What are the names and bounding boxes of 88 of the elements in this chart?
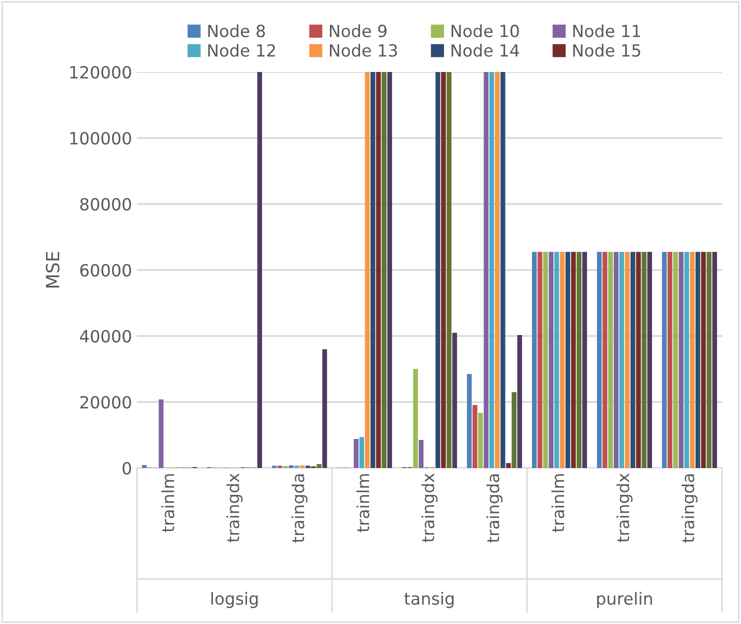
- text: tansig: [404, 592, 454, 608]
- bar: [158, 399, 164, 468]
- bar: [566, 252, 570, 468]
- bar: [387, 72, 392, 468]
- bar: [288, 465, 294, 468]
- bar: [690, 252, 695, 468]
- legend-label: Node 11: [573, 24, 640, 38]
- bar: [548, 252, 554, 468]
- bar: [512, 392, 516, 468]
- bar: [506, 463, 511, 468]
- bar: [684, 252, 690, 468]
- bar: [494, 72, 500, 468]
- bar: [376, 72, 381, 468]
- bar: [446, 72, 452, 468]
- bar: [642, 252, 646, 468]
- text: purelin: [597, 592, 652, 608]
- bar: [596, 252, 602, 468]
- y-tick-label: 100000: [70, 132, 132, 145]
- y-tick-label: 0: [122, 462, 132, 475]
- bar: [701, 252, 706, 468]
- y-tick-label: 20000: [80, 396, 132, 409]
- bar: [532, 252, 537, 468]
- bar: [571, 252, 576, 468]
- x-tick-label: trainlm: [551, 474, 564, 532]
- x-tick-label: trainlm: [161, 474, 174, 532]
- bar: [478, 412, 483, 468]
- bar: [662, 252, 667, 468]
- text: logsig: [211, 592, 258, 608]
- bar: [678, 252, 684, 468]
- bar: [257, 72, 262, 468]
- bar: [636, 252, 641, 468]
- bar: [441, 72, 446, 468]
- bar: [560, 252, 565, 468]
- bar: [316, 464, 322, 468]
- bar: [354, 438, 358, 468]
- bar: [706, 252, 712, 468]
- legend-label: Node 9: [330, 24, 387, 38]
- legend-label: Node 14: [452, 44, 520, 57]
- x-tick-label: traingda: [486, 474, 503, 543]
- bar: [614, 252, 618, 468]
- x-tick-label: traingdx: [616, 473, 633, 542]
- bar: [418, 440, 424, 468]
- bar: [413, 369, 418, 468]
- bar: [554, 252, 560, 468]
- bar: [359, 436, 364, 468]
- bar: [624, 252, 630, 468]
- x-tick-label: trainlm: [356, 474, 370, 532]
- bar: [452, 332, 458, 468]
- y-tick-label: 80000: [80, 198, 132, 211]
- bar: [582, 252, 588, 468]
- y-tick-label: 60000: [80, 264, 132, 277]
- bar: [602, 252, 608, 468]
- bar: [466, 374, 472, 468]
- bar: [500, 72, 506, 468]
- bar: [668, 252, 672, 468]
- x-tick-label: traingda: [681, 474, 698, 543]
- bar: [647, 252, 652, 468]
- bar: [517, 335, 522, 468]
- bar: [576, 252, 582, 468]
- x-tick-label: traingdx: [226, 473, 243, 542]
- bar: [322, 349, 328, 468]
- bar: [696, 252, 700, 468]
- legend-label: Node 13: [330, 44, 397, 57]
- bar: [364, 72, 370, 468]
- bar: [370, 72, 376, 468]
- bar: [673, 252, 678, 468]
- legend-label: Node 10: [452, 24, 519, 38]
- legend-label: Node 8: [208, 24, 265, 38]
- y-tick-label: 120000: [70, 66, 132, 79]
- legend-label: Node 12: [208, 44, 275, 57]
- bar: [543, 252, 548, 468]
- bar: [538, 252, 542, 468]
- bar: [142, 465, 147, 468]
- bar: [300, 465, 305, 468]
- bar: [484, 72, 488, 468]
- bar: [712, 252, 718, 468]
- bar: [382, 72, 386, 468]
- bar: [608, 252, 613, 468]
- bar: [619, 252, 624, 468]
- bar: [472, 404, 478, 468]
- bar: [630, 252, 636, 468]
- y-tick-label: 40000: [80, 330, 132, 343]
- bar: [436, 72, 440, 468]
- bar: [489, 72, 494, 468]
- x-tick-label: traingda: [291, 474, 308, 543]
- y-axis-title: MSE: [46, 252, 60, 288]
- legend-label: Node 15: [573, 44, 640, 57]
- x-tick-label: traingdx: [421, 473, 438, 542]
